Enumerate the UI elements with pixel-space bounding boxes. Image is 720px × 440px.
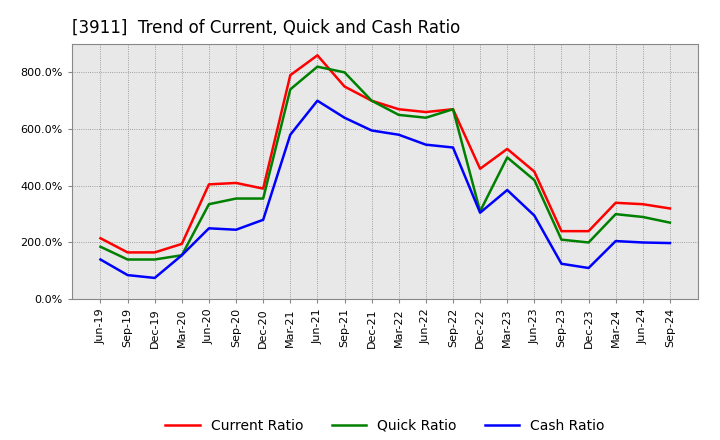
Quick Ratio <box>557 237 566 242</box>
Cash Ratio <box>178 253 186 258</box>
Cash Ratio <box>503 187 511 193</box>
Current Ratio <box>286 73 294 78</box>
Cash Ratio <box>232 227 240 232</box>
Cash Ratio <box>395 132 403 137</box>
Cash Ratio <box>123 272 132 278</box>
Cash Ratio <box>150 275 159 281</box>
Quick Ratio <box>313 64 322 70</box>
Line: Quick Ratio: Quick Ratio <box>101 67 670 260</box>
Cash Ratio <box>584 265 593 271</box>
Cash Ratio <box>96 257 105 262</box>
Line: Cash Ratio: Cash Ratio <box>101 101 670 278</box>
Quick Ratio <box>123 257 132 262</box>
Current Ratio <box>421 110 430 115</box>
Quick Ratio <box>286 87 294 92</box>
Cash Ratio <box>259 217 268 223</box>
Line: Current Ratio: Current Ratio <box>101 55 670 253</box>
Current Ratio <box>611 200 620 205</box>
Current Ratio <box>584 228 593 234</box>
Current Ratio <box>665 206 674 211</box>
Quick Ratio <box>341 70 349 75</box>
Cash Ratio <box>611 238 620 244</box>
Cash Ratio <box>449 145 457 150</box>
Quick Ratio <box>259 196 268 201</box>
Cash Ratio <box>639 240 647 245</box>
Quick Ratio <box>178 253 186 258</box>
Cash Ratio <box>530 213 539 218</box>
Quick Ratio <box>421 115 430 121</box>
Cash Ratio <box>313 98 322 103</box>
Quick Ratio <box>449 106 457 112</box>
Current Ratio <box>313 53 322 58</box>
Cash Ratio <box>421 142 430 147</box>
Cash Ratio <box>665 240 674 246</box>
Current Ratio <box>341 84 349 89</box>
Current Ratio <box>639 202 647 207</box>
Current Ratio <box>395 106 403 112</box>
Quick Ratio <box>96 244 105 249</box>
Quick Ratio <box>476 209 485 214</box>
Quick Ratio <box>395 112 403 117</box>
Current Ratio <box>96 235 105 241</box>
Current Ratio <box>204 182 213 187</box>
Legend: Current Ratio, Quick Ratio, Cash Ratio: Current Ratio, Quick Ratio, Cash Ratio <box>160 413 611 438</box>
Current Ratio <box>557 228 566 234</box>
Current Ratio <box>150 250 159 255</box>
Current Ratio <box>449 106 457 112</box>
Quick Ratio <box>665 220 674 225</box>
Current Ratio <box>367 98 376 103</box>
Quick Ratio <box>367 98 376 103</box>
Cash Ratio <box>476 210 485 215</box>
Cash Ratio <box>367 128 376 133</box>
Current Ratio <box>178 241 186 246</box>
Current Ratio <box>476 166 485 172</box>
Current Ratio <box>503 146 511 151</box>
Quick Ratio <box>232 196 240 201</box>
Cash Ratio <box>204 226 213 231</box>
Current Ratio <box>232 180 240 186</box>
Quick Ratio <box>639 214 647 220</box>
Quick Ratio <box>611 212 620 217</box>
Cash Ratio <box>286 132 294 137</box>
Quick Ratio <box>530 177 539 183</box>
Current Ratio <box>123 250 132 255</box>
Cash Ratio <box>557 261 566 266</box>
Cash Ratio <box>341 115 349 121</box>
Current Ratio <box>259 186 268 191</box>
Quick Ratio <box>204 202 213 207</box>
Quick Ratio <box>150 257 159 262</box>
Quick Ratio <box>503 155 511 160</box>
Quick Ratio <box>584 240 593 245</box>
Text: [3911]  Trend of Current, Quick and Cash Ratio: [3911] Trend of Current, Quick and Cash … <box>72 19 460 37</box>
Current Ratio <box>530 169 539 174</box>
